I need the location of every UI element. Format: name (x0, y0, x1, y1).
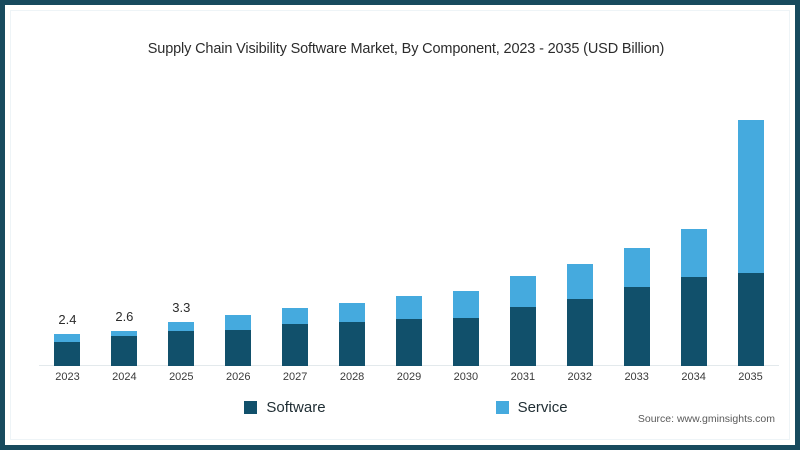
x-tick-2035: 2035 (738, 371, 763, 383)
stacked-bar (623, 247, 650, 366)
bar-column: 2.4 (54, 81, 81, 366)
bar-segment-service (396, 296, 422, 320)
x-tick-2034: 2034 (681, 371, 706, 383)
x-tick-2025: 2025 (169, 371, 194, 383)
stacked-bar (168, 321, 195, 366)
bar-segment-software (225, 329, 252, 366)
x-tick-2029: 2029 (396, 371, 422, 383)
bar-segment-software (282, 324, 309, 366)
bar-segment-software (396, 319, 422, 366)
stacked-bar (339, 302, 366, 366)
bar-segment-software (737, 273, 764, 366)
bar-segment-software (452, 317, 479, 366)
bar-segment-service (623, 247, 650, 287)
chart-canvas: Supply Chain Visibility Software Market,… (10, 10, 790, 440)
bar-segment-service (452, 290, 479, 318)
bar-segment-software (111, 336, 138, 366)
x-tick-2033: 2033 (624, 371, 649, 383)
bar-column (396, 81, 422, 366)
bar-segment-service (54, 333, 81, 342)
bar-segment-service (225, 315, 252, 330)
bar-column (452, 81, 479, 366)
x-tick-2031: 2031 (510, 371, 536, 383)
bar-segment-service (509, 276, 536, 307)
stacked-bar (396, 296, 422, 366)
x-tick-2028: 2028 (339, 371, 365, 383)
bar-column (566, 81, 593, 366)
bar-segment-service (680, 229, 707, 278)
legend-label: Service (517, 399, 568, 416)
bar-column: 2.6 (111, 81, 138, 366)
bar-segment-service (737, 120, 764, 274)
bar-column (737, 81, 764, 366)
bar-value-label: 3.3 (172, 299, 191, 315)
bar-column (339, 81, 366, 366)
bar-segment-service (168, 321, 195, 332)
stacked-bar (680, 229, 707, 366)
stacked-bar (452, 290, 479, 366)
bar-segment-service (111, 331, 138, 337)
stacked-bar (509, 276, 536, 366)
x-tick-2027: 2027 (282, 371, 308, 383)
legend-square-swatch (495, 401, 509, 414)
bar-segment-service (566, 264, 593, 299)
bar-column (225, 81, 252, 366)
bar-segment-service (282, 308, 309, 325)
stacked-bar (54, 333, 81, 366)
bar-segment-software (339, 321, 366, 366)
legend-square-swatch (244, 401, 258, 414)
chart-legend: Software Service (11, 399, 795, 416)
stacked-bar (111, 331, 138, 366)
source-attribution: Source: www.gminsights.com (637, 413, 775, 425)
bar-segment-software (623, 286, 650, 366)
legend-item-service[interactable]: Service (495, 399, 568, 416)
page-title: Supply Chain Visibility Software Market,… (147, 41, 665, 57)
bar-segment-software (509, 306, 536, 366)
legend-item-software[interactable]: Software (244, 399, 326, 416)
bar-column (509, 81, 536, 366)
bar-segment-software (680, 277, 707, 366)
x-tick-2030: 2030 (453, 371, 479, 383)
x-axis-tick-labels: 2023 2024 2025 2026 2027 2028 2029 2030 2031 2032… (39, 371, 779, 391)
bar-column (282, 81, 309, 366)
stacked-bar (737, 120, 764, 366)
bar-segment-software (566, 298, 593, 366)
x-tick-2032: 2032 (567, 371, 592, 383)
legend-label: Software (266, 399, 326, 416)
stacked-bar (282, 308, 309, 366)
bar-segment-service (339, 302, 366, 322)
stacked-bar (225, 315, 252, 366)
bar-value-label: 2.6 (115, 309, 134, 325)
bar-column (623, 81, 650, 366)
plot-area: 2.4 2.6 3.3 (39, 81, 779, 366)
bar-column (680, 81, 707, 366)
bar-segment-software (54, 341, 81, 366)
x-tick-2026: 2026 (225, 371, 251, 383)
x-tick-2023: 2023 (55, 371, 80, 383)
bar-value-label: 2.4 (58, 311, 77, 327)
x-tick-2024: 2024 (112, 371, 137, 383)
bar-column: 3.3 (168, 81, 195, 366)
stacked-bar (566, 264, 593, 366)
bar-segment-software (168, 331, 195, 366)
